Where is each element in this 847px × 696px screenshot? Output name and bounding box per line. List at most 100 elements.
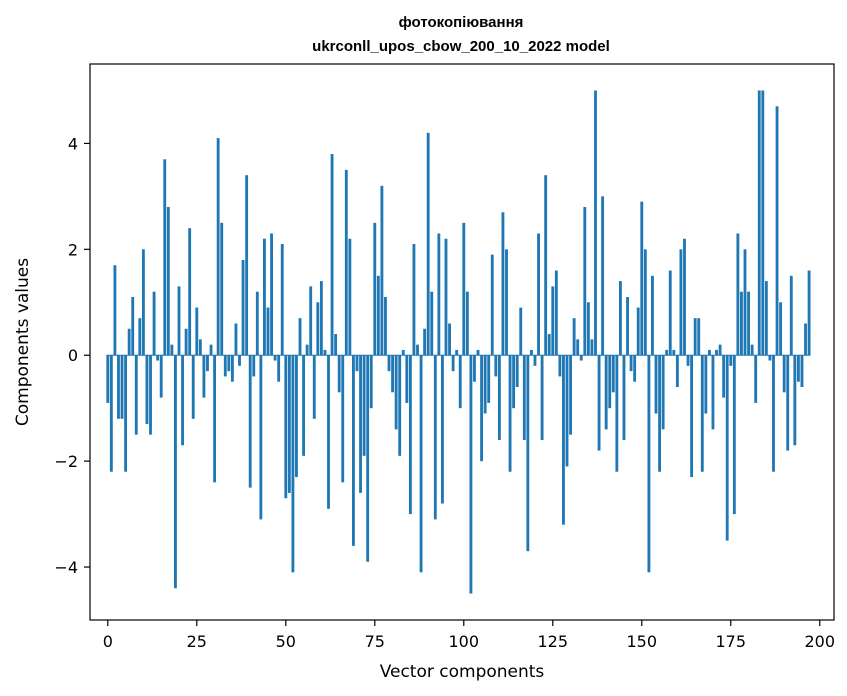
bar-152 [647,355,651,573]
bar-39 [245,175,249,356]
bar-32 [220,222,224,356]
bar-195 [800,355,804,388]
bar-10 [141,249,145,356]
bar-147 [629,355,633,372]
y-tick-label: 4 [68,134,78,153]
x-tick-label: 75 [365,632,385,651]
bar-72 [362,355,366,456]
bar-15 [159,355,163,398]
bar-5 [124,355,128,472]
bar-74 [369,355,373,409]
bar-77 [380,185,384,356]
bars-group [106,90,811,594]
bar-9 [138,318,142,356]
bar-3 [117,355,120,419]
bar-104 [476,349,480,356]
bar-176 [732,355,736,515]
bar-184 [761,90,765,356]
bar-96 [448,323,451,356]
bar-38 [241,259,245,356]
bar-33 [223,355,227,377]
bar-41 [252,355,256,377]
bar-116 [519,307,523,356]
bar-27 [202,355,206,398]
bar-133 [579,355,583,361]
bar-20 [177,286,181,356]
plot-area-frame [89,63,835,621]
y-tick-label: −2 [54,452,78,471]
bar-30 [213,355,217,483]
bar-171 [715,349,718,356]
bar-157 [665,349,669,356]
bar-8 [134,355,138,435]
bar-196 [804,323,807,356]
bar-136 [590,339,594,356]
bar-142 [611,355,615,393]
bar-140 [604,355,608,430]
bar-69 [352,355,355,546]
bar-186 [768,355,772,361]
bar-135 [586,302,590,356]
bar-175 [729,355,733,366]
bar-129 [565,355,569,467]
bar-19 [174,355,177,589]
bar-111 [501,212,505,356]
bar-13 [152,291,156,356]
bar-7 [131,296,135,356]
bar-144 [618,281,622,356]
bar-36 [234,323,238,356]
bar-151 [643,249,647,356]
bar-108 [490,254,494,356]
bar-125 [551,286,555,356]
bar-189 [779,302,783,356]
y-tick-label: −4 [54,558,78,577]
bar-75 [373,222,377,356]
bar-149 [636,307,640,356]
bar-48 [277,355,281,382]
bar-82 [398,355,402,456]
bar-146 [626,296,629,356]
bar-159 [672,349,676,356]
bar-60 [319,281,323,356]
bar-49 [280,244,284,356]
bar-183 [757,90,761,356]
bar-84 [405,355,409,403]
bar-23 [188,228,192,356]
bar-68 [348,238,352,356]
bar-21 [181,355,184,446]
bar-105 [480,355,484,462]
bar-50 [284,355,288,499]
bar-52 [291,355,295,573]
bar-90 [426,132,430,356]
bar-160 [675,355,679,388]
bar-16 [163,159,167,356]
y-axis-ticks: −4 −2 0 2 4 [54,134,90,577]
bar-2 [113,265,117,356]
bar-55 [302,355,306,456]
bar-57 [309,286,313,356]
bar-12 [149,355,152,435]
bar-87 [416,344,419,356]
bar-76 [376,275,380,356]
bar-132 [576,339,580,356]
bar-154 [654,355,658,414]
bar-177 [736,233,740,356]
bar-44 [263,238,266,356]
bar-137 [594,90,597,356]
bar-166 [697,318,701,356]
bar-86 [412,244,416,356]
bar-155 [658,355,661,472]
x-tick-label: 100 [449,632,480,651]
bar-121 [537,233,540,356]
bar-35 [230,355,234,382]
bar-25 [195,307,199,356]
bar-138 [597,355,601,451]
bar-103 [473,355,476,382]
bar-139 [601,196,605,356]
bar-163 [686,355,690,366]
bar-148 [633,355,637,382]
x-tick-label: 125 [538,632,569,651]
bar-47 [273,355,277,361]
bar-53 [295,355,298,478]
